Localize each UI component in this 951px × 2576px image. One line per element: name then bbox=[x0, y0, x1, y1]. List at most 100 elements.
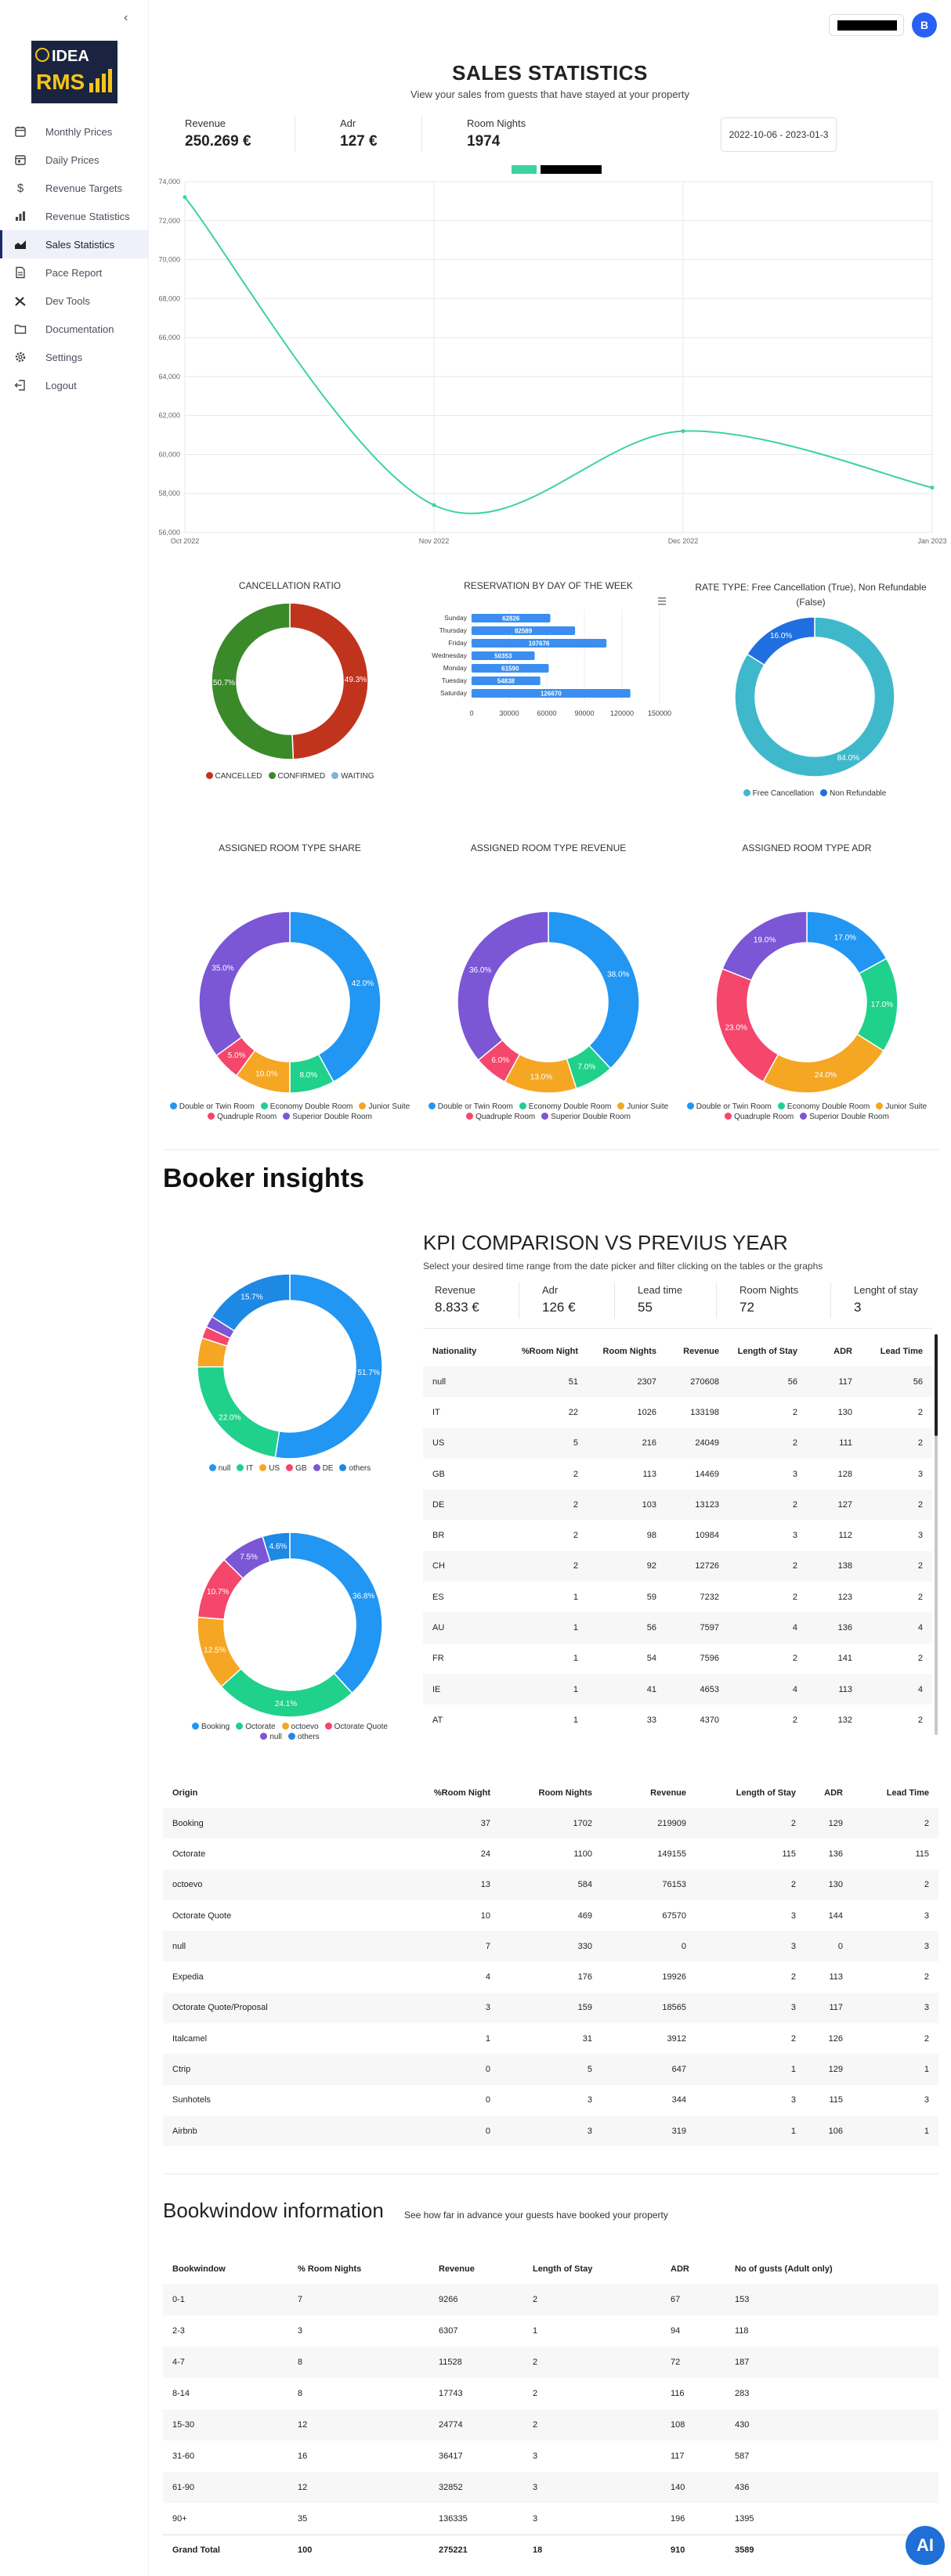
table-row[interactable]: Octorate 24 1100 149155 115 136 115 bbox=[163, 1838, 938, 1869]
legend-item[interactable]: Double or Twin Room bbox=[169, 1102, 255, 1111]
table-row[interactable]: Airbnb 0 3 319 1 106 1 bbox=[163, 2115, 938, 2147]
table-row[interactable]: octoevo 13 584 76153 2 130 2 bbox=[163, 1869, 938, 1900]
table-row[interactable]: Italcamel 1 31 3912 2 126 2 bbox=[163, 2023, 938, 2054]
column-header[interactable]: %Room Night bbox=[433, 1788, 490, 1798]
column-header[interactable]: Origin bbox=[172, 1788, 198, 1798]
legend-item[interactable]: Non Refundable bbox=[820, 789, 886, 798]
y-tick-label: Saturday bbox=[440, 689, 468, 697]
table-row[interactable]: 2-3 3 6307 1 94 118 bbox=[163, 2315, 938, 2347]
column-header[interactable]: Lead Time bbox=[880, 1346, 923, 1356]
column-header[interactable]: Bookwindow bbox=[172, 2264, 226, 2274]
table-row[interactable]: IT 22 1026 133198 2 130 2 bbox=[423, 1397, 932, 1427]
column-header[interactable]: ADR bbox=[824, 1788, 843, 1798]
legend-item[interactable]: Free Cancellation bbox=[743, 789, 814, 798]
legend-item[interactable]: CANCELLED bbox=[205, 772, 262, 781]
column-header[interactable]: Room Nights bbox=[538, 1788, 592, 1798]
legend-item[interactable]: CONFIRMED bbox=[268, 772, 325, 781]
sidebar-item-sales-statistics[interactable]: Sales Statistics bbox=[0, 230, 149, 258]
legend-item[interactable]: Double or Twin Room bbox=[428, 1102, 513, 1111]
sidebar-item-documentation[interactable]: Documentation bbox=[0, 315, 149, 343]
table-row[interactable]: 61-90 12 32852 3 140 436 bbox=[163, 2472, 938, 2503]
table-row[interactable]: Octorate Quote/Proposal 3 159 18565 3 117 3 bbox=[163, 1992, 938, 2024]
legend-item[interactable]: IT bbox=[237, 1464, 253, 1473]
table-row[interactable]: 90+ 35 136335 3 196 1395 bbox=[163, 2503, 938, 2535]
column-header[interactable]: Revenue bbox=[439, 2264, 475, 2274]
table-row[interactable]: US 5 216 24049 2 111 2 bbox=[423, 1427, 932, 1459]
legend-item[interactable]: Junior Suite bbox=[876, 1102, 927, 1111]
column-header[interactable]: Revenue bbox=[650, 1788, 686, 1798]
legend-item[interactable]: Double or Twin Room bbox=[686, 1102, 772, 1111]
legend-item[interactable]: DE bbox=[313, 1464, 333, 1473]
legend-item[interactable]: Economy Double Room bbox=[260, 1102, 353, 1111]
column-header[interactable]: Revenue bbox=[683, 1346, 719, 1356]
sidebar-item-pace-report[interactable]: Pace Report bbox=[0, 258, 149, 287]
legend-item[interactable]: null bbox=[260, 1733, 282, 1741]
legend-item[interactable]: Quadruple Room bbox=[466, 1113, 535, 1121]
legend-item[interactable]: US bbox=[259, 1464, 280, 1473]
column-header[interactable]: Room Nights bbox=[602, 1346, 656, 1356]
legend-item[interactable]: others bbox=[287, 1733, 320, 1741]
column-header[interactable]: %Room Night bbox=[521, 1346, 578, 1356]
table-row[interactable]: BR 2 98 10984 3 112 3 bbox=[423, 1520, 932, 1550]
table-row[interactable]: CH 2 92 12726 2 138 2 bbox=[423, 1550, 932, 1582]
chat-assistant-button[interactable]: AI bbox=[906, 2526, 945, 2565]
sidebar-item-revenue-targets[interactable]: $ Revenue Targets bbox=[0, 174, 149, 202]
sidebar-item-revenue-statistics[interactable]: Revenue Statistics bbox=[0, 202, 149, 230]
legend-item[interactable]: others bbox=[339, 1464, 371, 1473]
table-row[interactable]: Expedia 4 176 19926 2 113 2 bbox=[163, 1961, 938, 1992]
legend-item[interactable]: Junior Suite bbox=[617, 1102, 668, 1111]
column-header[interactable]: Length of Stay bbox=[736, 1788, 796, 1798]
date-range-picker[interactable]: 2022-10-06 - 2023-01-3 bbox=[721, 117, 837, 152]
legend-item[interactable]: Quadruple Room bbox=[725, 1113, 794, 1121]
legend-item[interactable]: Quadruple Room bbox=[208, 1113, 277, 1121]
sidebar-item-daily-prices[interactable]: Daily Prices bbox=[0, 146, 149, 174]
column-header[interactable]: Nationality bbox=[432, 1346, 477, 1356]
sidebar-item-settings[interactable]: Settings bbox=[0, 343, 149, 371]
column-header[interactable]: ADR bbox=[833, 1346, 852, 1356]
table-row[interactable]: IE 1 41 4653 4 113 4 bbox=[423, 1673, 932, 1705]
legend-item[interactable]: Economy Double Room bbox=[777, 1102, 870, 1111]
column-header[interactable]: No of gusts (Adult only) bbox=[735, 2264, 833, 2274]
table-row[interactable]: ES 1 59 7232 2 123 2 bbox=[423, 1582, 932, 1612]
table-row[interactable]: Booking 37 1702 219909 2 129 2 bbox=[163, 1808, 938, 1839]
table-row[interactable]: null 51 2307 270608 56 117 56 bbox=[423, 1366, 932, 1398]
collapse-sidebar-icon[interactable]: ‹ bbox=[124, 11, 128, 24]
legend-item[interactable]: Superior Double Room bbox=[283, 1113, 372, 1121]
account-menu-button[interactable] bbox=[829, 14, 904, 36]
column-header[interactable]: ADR bbox=[671, 2264, 689, 2274]
table-row[interactable]: 15-30 12 24774 2 108 430 bbox=[163, 2409, 938, 2441]
table-row[interactable]: AT 1 33 4370 2 132 2 bbox=[423, 1705, 932, 1735]
table-row[interactable]: 31-60 16 36417 3 117 587 bbox=[163, 2441, 938, 2472]
table-row[interactable]: GB 2 113 14469 3 128 3 bbox=[423, 1459, 932, 1489]
legend-item[interactable]: Junior Suite bbox=[359, 1102, 410, 1111]
legend-item[interactable]: Superior Double Room bbox=[541, 1113, 631, 1121]
table-row[interactable]: FR 1 54 7596 2 141 2 bbox=[423, 1643, 932, 1674]
sidebar-item-dev-tools[interactable]: Dev Tools bbox=[0, 287, 149, 315]
avatar[interactable]: B bbox=[912, 13, 937, 38]
table-scrollbar[interactable] bbox=[935, 1334, 938, 1735]
table-row[interactable]: Sunhotels 0 3 344 3 115 3 bbox=[163, 2085, 938, 2116]
sidebar-item-monthly-prices[interactable]: Monthly Prices bbox=[0, 117, 149, 146]
legend-item[interactable]: GB bbox=[286, 1464, 307, 1473]
legend-item[interactable]: Superior Double Room bbox=[800, 1113, 889, 1121]
table-row[interactable]: 8-14 8 17743 2 116 283 bbox=[163, 2378, 938, 2409]
table-row[interactable]: Octorate Quote 10 469 67570 3 144 3 bbox=[163, 1900, 938, 1931]
legend-item[interactable]: Octorate bbox=[236, 1723, 276, 1731]
table-row[interactable]: AU 1 56 7597 4 136 4 bbox=[423, 1612, 932, 1643]
legend-item[interactable]: Octorate Quote bbox=[324, 1723, 388, 1731]
table-row[interactable]: Ctrip 0 5 647 1 129 1 bbox=[163, 2054, 938, 2085]
legend-item[interactable]: octoevo bbox=[281, 1723, 319, 1731]
column-header[interactable]: Lead Time bbox=[886, 1788, 929, 1798]
sidebar-item-logout[interactable]: Logout bbox=[0, 371, 149, 399]
table-row[interactable]: 4-7 8 11528 2 72 187 bbox=[163, 2347, 938, 2378]
table-row[interactable]: DE 2 103 13123 2 127 2 bbox=[423, 1489, 932, 1521]
column-header[interactable]: % Room Nights bbox=[298, 2264, 362, 2274]
column-header[interactable]: Length of Stay bbox=[737, 1346, 797, 1356]
legend-item[interactable]: Booking bbox=[192, 1723, 230, 1731]
legend-item[interactable]: WAITING bbox=[331, 772, 374, 781]
table-row[interactable]: 0-1 7 9266 2 67 153 bbox=[163, 2284, 938, 2315]
column-header[interactable]: Length of Stay bbox=[533, 2264, 593, 2274]
table-row[interactable]: null 7 330 0 3 0 3 bbox=[163, 1931, 938, 1962]
legend-item[interactable]: Economy Double Room bbox=[519, 1102, 611, 1111]
legend-item[interactable]: null bbox=[208, 1464, 230, 1473]
